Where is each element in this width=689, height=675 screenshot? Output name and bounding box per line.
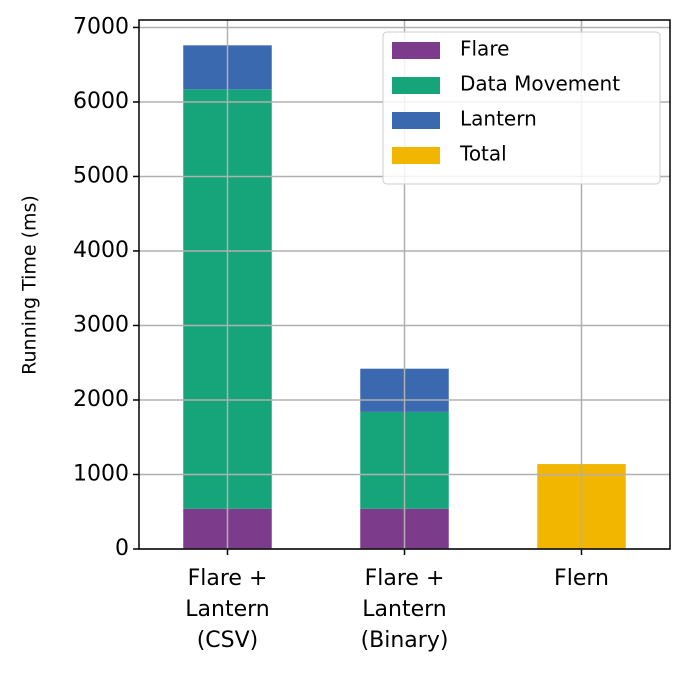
x-tick-label: Lantern [362, 597, 446, 622]
legend-swatch [392, 147, 440, 164]
x-tick-label: Flare + [188, 566, 268, 591]
x-tick-label: Flern [554, 566, 609, 591]
legend: Flare Data Movement Lantern Total [382, 31, 661, 185]
plot-frame [138, 19, 671, 550]
legend-label: Lantern [460, 107, 537, 131]
legend-swatch [392, 77, 440, 94]
y-tick-label: 4000 [73, 238, 129, 263]
legend-swatch [392, 112, 440, 129]
y-tick-label: 7000 [73, 14, 129, 39]
y-axis-label: Running Time (ms) [19, 195, 41, 375]
x-tick-label: (Binary) [361, 628, 449, 653]
legend-label: Total [459, 142, 507, 166]
legend-label: Flare [460, 37, 509, 61]
y-tick-label: 1000 [73, 461, 129, 486]
y-tick-label: 0 [115, 536, 129, 561]
y-tick-label: 6000 [73, 89, 129, 114]
y-tick-label: 3000 [73, 312, 129, 337]
legend-box [382, 31, 661, 185]
legend-label: Data Movement [460, 72, 620, 96]
y-tick-label: 5000 [73, 163, 129, 188]
x-tick-label: (CSV) [197, 628, 259, 653]
legend-swatch [392, 42, 440, 59]
y-tick-label: 2000 [73, 387, 129, 412]
x-tick-label: Lantern [185, 597, 269, 622]
x-tick-label: Flare + [365, 566, 445, 591]
